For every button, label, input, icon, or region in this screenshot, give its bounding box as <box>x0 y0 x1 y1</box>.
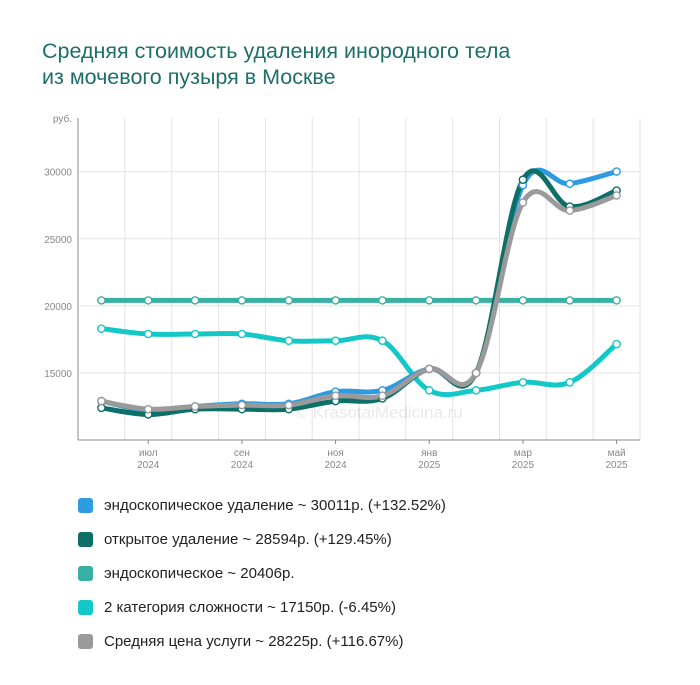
chart-title-line-2: из мочевого пузыря в Москве <box>42 65 336 89</box>
x-tick-label-year: 2025 <box>512 460 535 471</box>
data-point <box>284 400 294 410</box>
data-point <box>190 402 200 411</box>
data-point <box>565 378 575 387</box>
data-point <box>565 206 575 215</box>
data-point <box>612 167 621 176</box>
chart-title-line-1: Средняя стоимость удаления инородного те… <box>42 39 511 63</box>
y-axis-unit: руб. <box>53 113 72 125</box>
x-tick-label-month: сен <box>234 448 250 459</box>
x-tick-label-month: июл <box>139 448 158 459</box>
legend-label: эндоскопическое удаление ~ 30011р. (+132… <box>104 496 446 514</box>
data-point <box>424 364 434 374</box>
data-point <box>97 296 106 305</box>
data-point <box>471 296 481 305</box>
watermark: © KrasotaiMedicina.ru <box>295 403 463 422</box>
data-point <box>378 336 387 346</box>
chart-title: Средняя стоимость удаления инородного те… <box>42 38 662 90</box>
data-point <box>424 386 434 395</box>
y-tick-label: 15000 <box>44 369 72 380</box>
legend-item[interactable]: эндоскопическое ~ 20406р. <box>78 556 678 590</box>
data-point <box>612 296 621 305</box>
data-point <box>97 396 106 406</box>
legend-swatch <box>78 633 93 649</box>
x-tick-label-year: 2024 <box>231 460 254 471</box>
line-chart: 15000200002500030000руб.июл2024сен2024но… <box>44 113 641 471</box>
data-point <box>424 296 434 305</box>
legend-swatch <box>78 565 93 581</box>
data-point <box>237 400 247 410</box>
x-tick-label-month: янв <box>421 448 437 459</box>
legend-label: 2 категория сложности ~ 17150р. (-6.45%) <box>104 598 396 616</box>
data-point <box>143 296 153 305</box>
legend-item[interactable]: открытое удаление ~ 28594р. (+129.45%) <box>78 522 678 556</box>
data-point <box>518 175 528 185</box>
legend-swatch <box>78 497 93 513</box>
x-tick-label-month: май <box>608 448 626 459</box>
data-point <box>378 296 387 305</box>
legend-item[interactable]: Средняя цена услуги ~ 28225р. (+116.67%) <box>78 624 678 658</box>
data-point <box>143 329 153 339</box>
x-tick-label-year: 2025 <box>418 460 441 471</box>
legend-swatch <box>78 599 93 615</box>
data-point <box>97 324 106 333</box>
data-point <box>471 386 481 395</box>
y-tick-label: 30000 <box>44 168 72 179</box>
y-tick-label: 25000 <box>44 235 72 246</box>
data-point <box>284 336 294 346</box>
data-point <box>518 198 528 207</box>
data-point <box>518 378 528 387</box>
data-point <box>237 329 247 339</box>
chart-legend: эндоскопическое удаление ~ 30011р. (+132… <box>78 488 678 658</box>
x-tick-label-year: 2024 <box>324 460 347 471</box>
data-point <box>190 296 200 305</box>
data-point <box>331 336 340 346</box>
x-tick-label-month: мар <box>514 448 532 459</box>
data-point <box>237 296 247 305</box>
legend-label: эндоскопическое ~ 20406р. <box>104 564 295 582</box>
data-point <box>471 368 481 378</box>
y-tick-label: 20000 <box>44 302 72 313</box>
data-point <box>565 296 575 305</box>
data-point <box>190 329 200 339</box>
data-point <box>612 339 621 349</box>
legend-label: открытое удаление ~ 28594р. (+129.45%) <box>104 530 392 548</box>
data-point <box>518 296 528 305</box>
data-point <box>378 391 387 401</box>
data-point <box>284 296 294 305</box>
data-point <box>331 296 340 305</box>
data-point <box>612 191 621 200</box>
legend-swatch <box>78 531 93 547</box>
data-point <box>331 391 340 401</box>
legend-label: Средняя цена услуги ~ 28225р. (+116.67%) <box>104 632 404 650</box>
data-point <box>565 179 575 189</box>
legend-item[interactable]: эндоскопическое удаление ~ 30011р. (+132… <box>78 488 678 522</box>
x-tick-label-year: 2025 <box>605 460 628 471</box>
legend-item[interactable]: 2 категория сложности ~ 17150р. (-6.45%) <box>78 590 678 624</box>
data-point <box>143 404 153 414</box>
x-tick-label-year: 2024 <box>137 460 160 471</box>
x-tick-label-month: ноя <box>327 448 344 459</box>
